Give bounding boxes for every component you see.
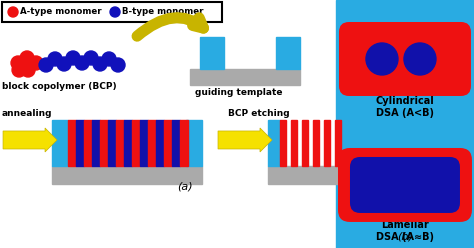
Bar: [180, 120, 188, 166]
Bar: [124, 120, 132, 166]
Bar: [132, 120, 140, 166]
FancyBboxPatch shape: [339, 22, 471, 96]
Circle shape: [102, 52, 116, 66]
Text: annealing: annealing: [2, 109, 53, 118]
Circle shape: [110, 7, 120, 17]
FancyBboxPatch shape: [345, 156, 465, 214]
FancyArrow shape: [3, 128, 57, 152]
Circle shape: [366, 43, 398, 75]
Text: Cylindrical
DSA (A<B): Cylindrical DSA (A<B): [375, 96, 434, 118]
Bar: [313, 120, 319, 166]
Bar: [116, 120, 124, 166]
Bar: [52, 120, 68, 166]
Bar: [186, 120, 202, 166]
Circle shape: [20, 51, 34, 65]
FancyBboxPatch shape: [350, 157, 460, 213]
Bar: [200, 37, 224, 69]
Bar: [100, 120, 108, 166]
Bar: [356, 120, 368, 166]
Text: B-type monomer: B-type monomer: [122, 7, 203, 17]
Circle shape: [29, 56, 43, 70]
Bar: [148, 120, 156, 166]
Bar: [156, 120, 164, 166]
Bar: [108, 120, 116, 166]
Bar: [140, 120, 148, 166]
Circle shape: [66, 51, 80, 65]
Circle shape: [21, 63, 35, 77]
Circle shape: [11, 56, 25, 70]
Text: BCP etching: BCP etching: [228, 109, 290, 118]
FancyArrow shape: [218, 128, 272, 152]
Bar: [76, 120, 84, 166]
Circle shape: [93, 57, 107, 71]
Circle shape: [48, 52, 62, 66]
Circle shape: [111, 58, 125, 72]
Circle shape: [75, 56, 89, 70]
Bar: [268, 120, 280, 166]
Bar: [52, 166, 202, 184]
Bar: [302, 120, 308, 166]
Bar: [276, 37, 300, 69]
Bar: [324, 120, 330, 166]
Bar: [268, 166, 368, 184]
Circle shape: [57, 57, 71, 71]
Bar: [172, 120, 180, 166]
FancyBboxPatch shape: [345, 28, 465, 90]
Circle shape: [12, 63, 26, 77]
Text: A-type monomer: A-type monomer: [20, 7, 101, 17]
Text: (b): (b): [397, 232, 413, 242]
Text: (a): (a): [177, 182, 193, 192]
Circle shape: [404, 43, 436, 75]
Bar: [280, 120, 286, 166]
Bar: [164, 120, 172, 166]
Bar: [336, 124, 474, 248]
Bar: [336, 0, 474, 124]
Bar: [68, 120, 76, 166]
Bar: [84, 120, 92, 166]
Bar: [335, 120, 341, 166]
Circle shape: [8, 7, 18, 17]
Bar: [190, 69, 300, 85]
Bar: [291, 120, 297, 166]
FancyBboxPatch shape: [338, 148, 472, 222]
Text: guiding template: guiding template: [195, 88, 283, 97]
Circle shape: [39, 58, 53, 72]
Text: block copolymer (BCP): block copolymer (BCP): [2, 82, 117, 91]
Text: Lamellar
DSA (A≈B): Lamellar DSA (A≈B): [376, 220, 434, 242]
Bar: [2, 2, 222, 22]
Bar: [92, 120, 100, 166]
Circle shape: [84, 51, 98, 65]
